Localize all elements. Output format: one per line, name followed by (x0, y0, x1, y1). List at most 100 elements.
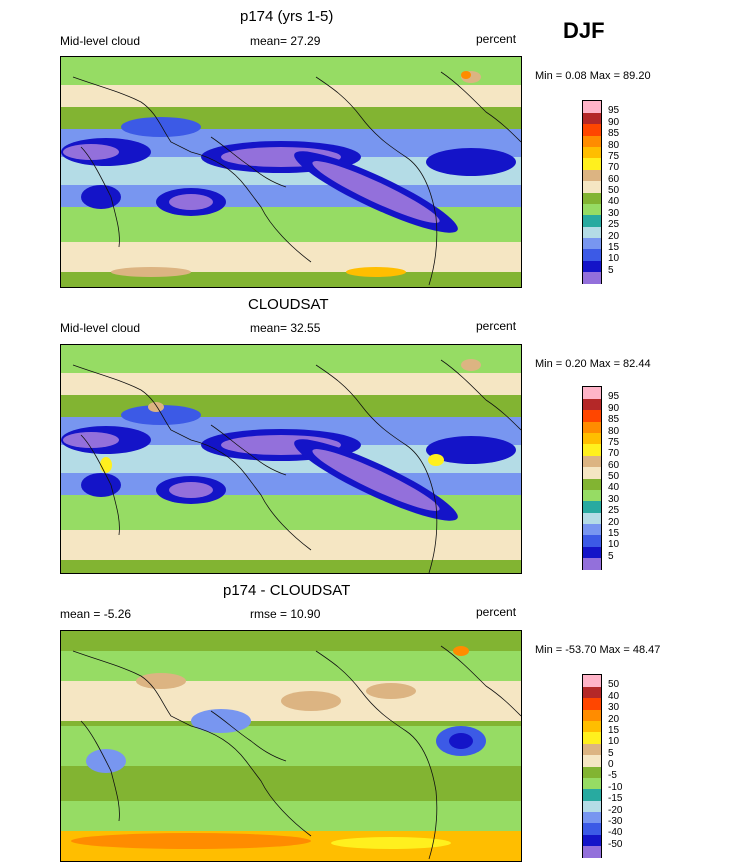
colorbar-tick-label: 5 (608, 550, 614, 562)
colorbar-swatch (583, 534, 601, 547)
colorbar-swatch (583, 387, 601, 399)
colorbar-tick-label: 70 (608, 448, 620, 460)
colorbar-swatch (583, 260, 601, 273)
colorbar-swatch (583, 546, 601, 559)
colorbar-swatch (583, 743, 601, 756)
colorbar-swatch (583, 557, 601, 570)
colorbar-tick-label: 15 (608, 724, 620, 736)
coastline (80, 720, 120, 822)
panel2-colorbar (582, 386, 602, 570)
yellow-region (428, 454, 444, 466)
colorbar-tick-label: 80 (608, 139, 620, 151)
colorbar-tick-label: 95 (608, 391, 620, 403)
south-midlat-band (61, 801, 521, 831)
colorbar-swatch (583, 500, 601, 513)
colorbar-tick-label: 15 (608, 527, 620, 539)
panel3-map (60, 630, 522, 862)
coastline (210, 710, 287, 762)
colorbar-swatch (583, 686, 601, 699)
panel1-colorbar (582, 100, 602, 284)
colorbar-tick-label: 30 (608, 702, 620, 714)
panel2-variable-label: Mid-level cloud (60, 321, 141, 335)
antarctic-band (61, 560, 521, 573)
colorbar-tick-label: 30 (608, 207, 620, 219)
colorbar-swatch (583, 146, 601, 159)
panel1-mean-label: mean= 27.29 (250, 34, 321, 48)
panel3-map-svg (61, 631, 521, 861)
colorbar-swatch (583, 432, 601, 445)
blue-region (81, 473, 121, 497)
colorbar-tick-label: 85 (608, 414, 620, 426)
colorbar-tick-label: 40 (608, 482, 620, 494)
panel2-map-svg (61, 345, 521, 573)
coastline (440, 71, 521, 143)
colorbar-swatch (583, 214, 601, 227)
colorbar-tick-label: 20 (608, 713, 620, 725)
colorbar-tick-label: 50 (608, 185, 620, 196)
tan-region (366, 683, 416, 699)
colorbar-swatch (583, 489, 601, 502)
colorbar-tick-label: 15 (608, 241, 620, 253)
panel1-map-svg (61, 57, 521, 287)
colorbar-swatch (583, 777, 601, 790)
panel2-map (60, 344, 522, 574)
colorbar-tick-label: 90 (608, 402, 620, 414)
tan-region (461, 359, 481, 371)
colorbar-swatch (583, 169, 601, 182)
colorbar-tick-label: 40 (608, 690, 620, 702)
north-band (61, 345, 521, 373)
colorbar-swatch (583, 237, 601, 250)
colorbar-swatch (583, 800, 601, 812)
north-band (61, 651, 521, 681)
orange-region (71, 833, 311, 849)
south-subtropic-band (61, 185, 521, 210)
colorbar-tick-label: 50 (608, 471, 620, 482)
panel3-colorbar (582, 674, 602, 858)
colorbar-tick-label: 95 (608, 105, 620, 117)
colorbar-tick-label: 50 (608, 679, 620, 691)
panel1-minmax-label: Min = 0.08 Max = 89.20 (535, 70, 651, 82)
colorbar-tick-label: 20 (608, 516, 620, 528)
colorbar-tick-label: 20 (608, 230, 620, 242)
panel1-title: p174 (yrs 1-5) (240, 8, 334, 25)
coastline (80, 434, 120, 536)
tan-region (148, 402, 164, 412)
colorbar-swatch (583, 811, 601, 824)
colorbar-swatch (583, 248, 601, 261)
panel2-title: CLOUDSAT (248, 296, 329, 313)
colorbar-swatch (583, 398, 601, 411)
colorbar-swatch (583, 709, 601, 721)
colorbar-tick-label: -15 (608, 793, 623, 805)
blue-region (191, 709, 251, 733)
south-subtropic-band (61, 473, 521, 498)
south-midlat-band (61, 242, 521, 272)
dark-blue-region (449, 733, 473, 749)
blue-region (121, 405, 201, 425)
panel1-variable-label: Mid-level cloud (60, 34, 141, 48)
coastline (210, 424, 287, 476)
colorbar-tick-label: -40 (608, 827, 623, 839)
colorbar-tick-label: 40 (608, 196, 620, 208)
panel3-mean-label: mean = -5.26 (60, 607, 132, 621)
purple-region (169, 194, 213, 210)
orange-region (453, 646, 469, 656)
colorbar-swatch (583, 112, 601, 125)
colorbar-swatch (583, 754, 601, 767)
colorbar-swatch (583, 845, 601, 858)
colorbar-tick-label: -5 (608, 770, 617, 782)
panel3-rmse-label: rmse = 10.90 (250, 607, 321, 621)
colorbar-swatch (583, 466, 601, 479)
colorbar-swatch (583, 101, 601, 113)
colorbar-swatch (583, 123, 601, 136)
colorbar-swatch (583, 697, 601, 710)
colorbar-tick-label: 75 (608, 436, 620, 448)
colorbar-tick-label: 75 (608, 150, 620, 162)
colorbar-swatch (583, 455, 601, 468)
colorbar-swatch (583, 421, 601, 433)
coastline (210, 136, 287, 188)
colorbar-swatch (583, 512, 601, 524)
colorbar-tick-label: 60 (608, 173, 620, 185)
colorbar-swatch (583, 788, 601, 801)
colorbar-tick-label: 10 (608, 539, 620, 551)
colorbar-tick-label: 25 (608, 505, 620, 517)
